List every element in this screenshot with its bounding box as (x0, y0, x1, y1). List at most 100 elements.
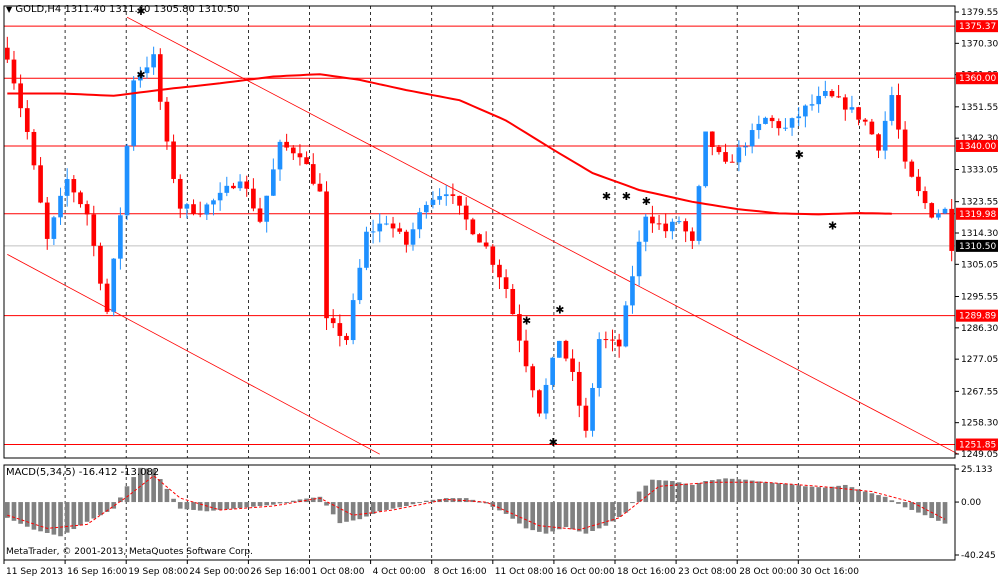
macd-histogram-bar (902, 502, 908, 508)
macd-histogram-bar (809, 486, 815, 503)
macd-histogram-bar (936, 502, 941, 521)
macd-histogram-bar (51, 502, 57, 535)
candle-body (517, 314, 522, 341)
candle-body (364, 231, 369, 268)
candle-body (523, 340, 529, 367)
fractal-up-marker: ✱ (555, 303, 564, 316)
macd-histogram-bar (477, 501, 482, 503)
macd-histogram-bar (829, 486, 835, 503)
candle-body (330, 318, 336, 324)
macd-histogram-bar (184, 502, 190, 510)
candle-body (483, 242, 489, 247)
y-tick-label: 1267.55 (961, 387, 998, 397)
candle-body (656, 223, 662, 225)
x-tick-label: 11 Oct 08:00 (495, 567, 554, 577)
x-tick-label: 19 Sep 08:00 (128, 567, 188, 577)
candle-body (683, 221, 688, 232)
macd-histogram-bar (822, 487, 828, 503)
macd-histogram-bar (497, 502, 502, 511)
candle-body (709, 131, 715, 147)
current-price-tag: 1310.50 (959, 242, 996, 252)
macd-histogram-bar (44, 502, 50, 533)
macd-histogram-bar (423, 500, 429, 503)
macd-histogram-bar (138, 467, 143, 503)
macd-histogram-bar (377, 502, 383, 512)
candle-body (756, 123, 762, 131)
candle-body (663, 223, 669, 232)
macd-histogram-bar (543, 502, 549, 534)
candle-body (596, 339, 602, 388)
level-price-tag-bg (956, 309, 998, 322)
candle-body (689, 231, 695, 241)
macd-histogram-bar (643, 485, 649, 503)
macd-histogram-bar (191, 502, 196, 510)
macd-histogram-bar (390, 502, 396, 509)
fractal-up-marker: ✱ (642, 195, 651, 208)
candle-body (264, 195, 270, 222)
macd-histogram-bar (144, 468, 150, 503)
candle-body (191, 204, 196, 214)
candle-body (297, 153, 303, 158)
candle-body (749, 130, 755, 147)
macd-histogram-bar (231, 502, 236, 509)
macd-histogram-bar (803, 486, 808, 503)
candle-body (44, 202, 50, 239)
candle-body (18, 83, 23, 109)
candle-body (217, 192, 223, 201)
candle-body (789, 118, 795, 128)
macd-histogram-bar (776, 483, 782, 503)
macd-histogram-bar (596, 502, 602, 529)
macd-histogram-bar (696, 482, 702, 503)
macd-histogram-bar (556, 502, 562, 530)
macd-histogram-bar (164, 488, 170, 503)
candle-body (457, 195, 462, 206)
candle-body (723, 152, 728, 162)
trend-line (126, 16, 959, 455)
y-tick-label: 1314.30 (961, 229, 998, 239)
macd-histogram-bar (297, 499, 303, 503)
macd-signal-line (7, 475, 946, 531)
macd-title: MACD(5,34,5) (6, 467, 76, 478)
candle-body (151, 54, 156, 68)
candle-body (237, 181, 243, 189)
macd-histogram-bar (124, 486, 130, 503)
chart-header: ▼ GOLD,H4 1311.40 1311.40 1305.80 1310.5… (6, 4, 239, 15)
macd-histogram-bar (663, 480, 669, 503)
candle-body (164, 101, 170, 142)
fractal-down-marker: ✱ (549, 436, 558, 449)
level-price-tag: 1251.85 (959, 441, 996, 451)
macd-histogram-bar (856, 489, 861, 503)
candle-body (530, 366, 536, 391)
candle-body (583, 405, 589, 431)
x-tick-label: 4 Oct 00:00 (373, 567, 426, 577)
candle-body (902, 129, 908, 162)
candle-body (38, 165, 43, 203)
candle-body (91, 214, 97, 246)
candle-body (78, 192, 83, 205)
candle-body (284, 141, 289, 148)
macd-histogram-bar (197, 502, 203, 511)
candle-body (157, 54, 163, 102)
macd-histogram-bar (384, 502, 389, 510)
macd-histogram-bar (503, 502, 509, 514)
macd-histogram-bar (271, 502, 276, 505)
macd-y-tick-label: 0.00 (961, 498, 981, 508)
macd-histogram-bar (131, 477, 137, 503)
macd-histogram-bar (397, 502, 403, 508)
candle-body (563, 340, 569, 359)
x-tick-label: 26 Sep 16:00 (250, 567, 310, 577)
y-tick-label: 1295.55 (961, 293, 998, 303)
macd-histogram-bar (64, 502, 70, 533)
x-tick-label: 23 Oct 08:00 (678, 567, 737, 577)
macd-histogram-bar (177, 502, 183, 509)
candle-body (743, 146, 748, 148)
candle-body (337, 323, 343, 336)
symbol-menu-icon[interactable]: ▼ (6, 5, 13, 14)
macd-histogram-bar (417, 502, 422, 504)
chart-title: GOLD,H4 (15, 4, 62, 15)
candle-body (71, 179, 77, 193)
level-price-tag: 1360.00 (959, 74, 996, 84)
candle-body (610, 339, 615, 341)
candle-body (404, 231, 409, 245)
